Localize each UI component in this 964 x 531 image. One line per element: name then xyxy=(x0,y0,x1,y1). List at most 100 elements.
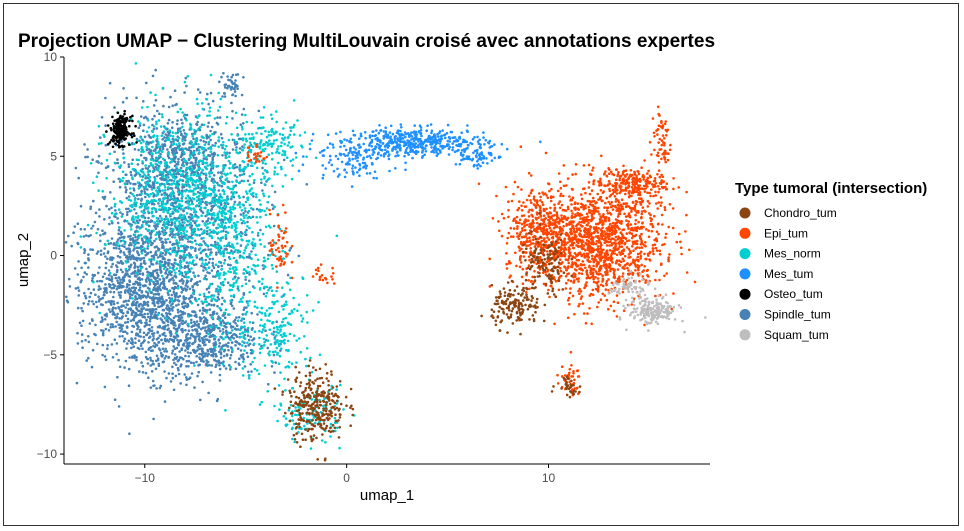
data-point xyxy=(187,323,190,326)
data-point xyxy=(180,321,183,325)
data-point xyxy=(204,195,207,199)
data-point xyxy=(245,233,248,237)
data-point xyxy=(192,320,196,324)
data-point xyxy=(181,125,184,129)
data-point xyxy=(138,227,141,230)
data-point xyxy=(194,159,198,162)
data-point xyxy=(160,134,164,137)
data-point xyxy=(404,148,408,152)
data-point xyxy=(190,294,193,298)
data-point xyxy=(184,354,187,358)
data-point xyxy=(134,173,138,176)
data-point xyxy=(198,151,201,155)
data-point xyxy=(163,186,167,189)
data-point xyxy=(250,193,254,196)
data-point xyxy=(200,197,204,201)
data-point xyxy=(81,309,84,313)
data-point xyxy=(201,350,204,353)
data-point xyxy=(235,279,239,282)
data-point xyxy=(173,353,177,356)
data-point xyxy=(158,284,162,288)
data-point xyxy=(144,182,148,185)
data-point xyxy=(131,297,134,300)
data-point xyxy=(222,344,225,347)
data-point xyxy=(248,273,251,276)
data-point xyxy=(253,300,257,304)
data-point xyxy=(134,264,137,268)
data-point xyxy=(234,140,238,144)
data-point xyxy=(148,224,151,228)
data-point xyxy=(258,336,261,340)
data-point xyxy=(182,129,186,132)
data-point xyxy=(151,271,154,275)
data-point xyxy=(168,169,172,173)
data-point xyxy=(119,239,123,243)
data-point xyxy=(224,122,228,125)
data-point xyxy=(122,251,126,254)
data-point xyxy=(82,235,86,238)
data-point xyxy=(97,285,101,288)
data-point xyxy=(226,251,229,255)
data-point xyxy=(205,97,208,101)
data-point xyxy=(139,136,143,139)
data-point xyxy=(177,326,181,329)
data-point xyxy=(111,323,114,326)
data-point xyxy=(169,202,173,206)
data-point xyxy=(244,345,247,348)
data-point xyxy=(83,228,86,231)
data-point xyxy=(122,339,126,343)
data-point xyxy=(270,152,274,155)
data-point xyxy=(389,135,392,138)
data-point xyxy=(217,288,220,292)
data-point xyxy=(98,279,102,283)
data-point xyxy=(141,371,145,374)
data-point xyxy=(245,306,248,309)
data-point xyxy=(137,120,140,123)
data-point xyxy=(86,223,90,227)
data-point xyxy=(242,76,245,79)
data-point xyxy=(132,325,136,328)
data-point xyxy=(157,143,160,146)
data-point xyxy=(322,404,325,408)
data-point xyxy=(287,349,290,353)
data-point xyxy=(235,335,239,339)
data-point xyxy=(270,113,273,117)
data-point xyxy=(275,325,279,329)
data-point xyxy=(103,272,106,276)
data-point xyxy=(128,295,132,299)
data-point xyxy=(179,316,183,320)
data-point xyxy=(200,227,203,231)
data-point xyxy=(220,218,223,221)
data-point xyxy=(90,318,94,321)
data-point xyxy=(305,347,309,350)
data-point xyxy=(193,179,197,183)
data-point xyxy=(231,348,234,352)
data-point xyxy=(126,342,129,345)
data-point xyxy=(279,333,283,337)
data-point xyxy=(205,133,208,137)
data-point xyxy=(184,147,187,150)
data-point xyxy=(149,349,153,353)
data-point xyxy=(176,162,180,166)
data-point xyxy=(192,288,195,292)
data-point xyxy=(243,221,247,225)
data-point xyxy=(235,226,238,230)
data-point xyxy=(215,360,218,363)
data-point xyxy=(168,296,171,300)
data-point xyxy=(160,208,163,211)
data-point xyxy=(109,325,112,329)
data-point xyxy=(152,384,155,388)
data-point xyxy=(202,309,205,312)
data-point xyxy=(167,152,170,155)
data-point xyxy=(196,116,199,120)
data-point xyxy=(149,91,152,94)
data-point xyxy=(146,312,149,316)
data-point xyxy=(251,164,254,168)
data-point xyxy=(226,263,230,267)
data-point xyxy=(77,289,81,292)
data-point xyxy=(218,367,222,371)
data-point xyxy=(129,191,132,195)
data-point xyxy=(191,152,195,155)
data-point xyxy=(112,168,115,172)
data-point xyxy=(127,299,130,303)
